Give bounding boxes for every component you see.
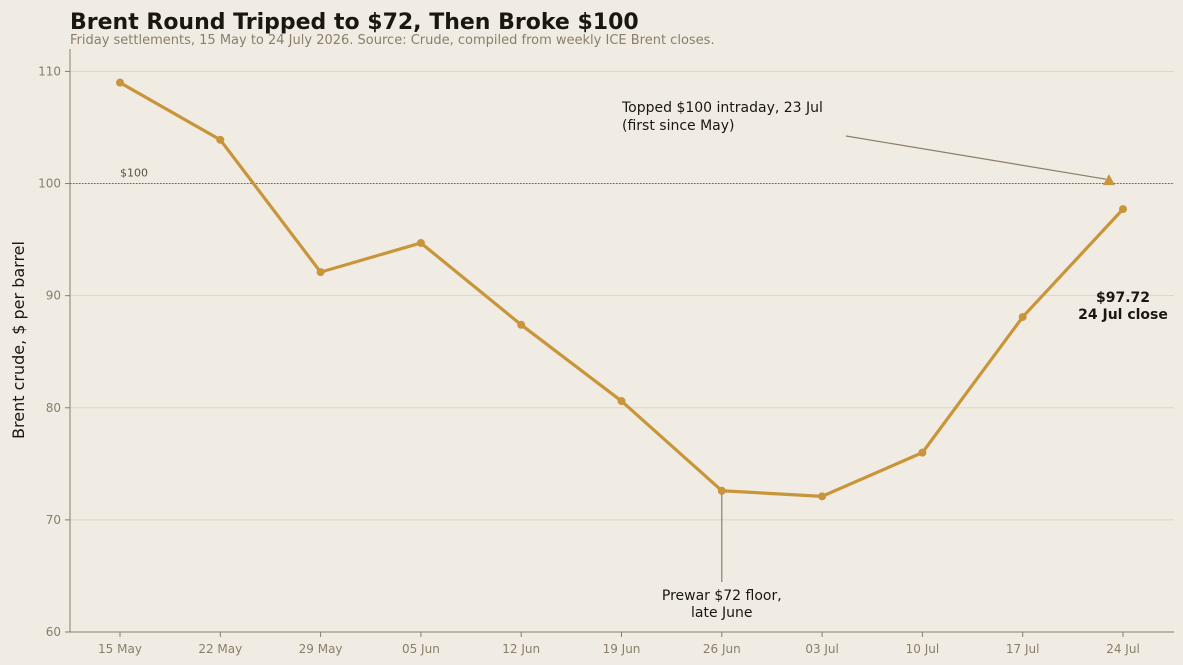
annotation-floor-line: late June [691,605,753,621]
annotation-intraday-line: Topped $100 intraday, 23 Jul [621,100,823,116]
x-tick-label: 12 Jun [502,642,540,656]
x-tick-label: 24 Jul [1106,642,1140,656]
axes [69,49,1174,633]
gridlines [70,70,1174,521]
end-value-label-line: $97.72 [1096,290,1150,306]
chart-title: Brent Round Tripped to $72, Then Broke $… [70,10,639,35]
chart-subtitle: Friday settlements, 15 May to 24 July 20… [70,33,715,48]
x-tick-label: 29 May [299,642,343,656]
data-point [316,268,325,277]
data-point [918,448,927,457]
data-point [717,486,726,495]
data-point [216,135,225,144]
annotation-floor-line: Prewar $72 floor, [662,588,782,604]
data-point [1018,312,1027,321]
x-tick-label: 17 Jul [1006,642,1040,656]
end-value-label: $97.72 24 Jul close [1078,290,1168,323]
annotation-leader-intraday [845,135,1107,180]
y-tick-label-60: 60 [46,625,61,639]
x-tick-label: 19 Jun [603,642,641,656]
x-tick-label: 10 Jul [906,642,940,656]
annotation-intraday: Topped $100 intraday, 23 Jul (first since… [621,100,823,134]
reference-line-label: $100 [120,167,148,180]
x-tick-label: 05 Jun [402,642,440,656]
intraday-high-marker [1102,174,1115,186]
x-tick-label: 22 May [198,642,242,656]
annotation-intraday-line: (first since May) [622,118,735,134]
data-point [416,238,425,247]
x-tick-label: 15 May [98,642,142,656]
x-tick-label: 26 Jun [703,642,741,656]
data-point [617,397,626,406]
series-line [118,81,1125,498]
y-tick-label-110: 110 [38,64,61,78]
data-point [517,320,526,329]
y-tick-label-100: 100 [38,177,61,191]
reference-line-group: $100 [70,167,1174,185]
data-point [1119,205,1127,214]
y-tick-label-80: 80 [46,401,61,415]
data-point [818,492,827,501]
annotation-floor: Prewar $72 floor, late June [662,588,782,621]
x-tick-label: 03 Jul [805,642,839,656]
y-tick-label-90: 90 [46,289,61,303]
data-point [116,78,124,87]
y-ticks: 60 70 80 90 100 110 [38,64,70,639]
x-ticks: 15 May 22 May 29 May 05 Jun 12 Jun 19 Jun 26 J… [98,632,1140,656]
y-tick-label-70: 70 [46,513,61,527]
annotations: Topped $100 intraday, 23 Jul (first since… [621,100,1168,621]
y-axis-label: Brent crude, $ per barrel [9,241,28,439]
end-value-label-line: 24 Jul close [1078,307,1168,323]
series-brent [116,78,1127,501]
